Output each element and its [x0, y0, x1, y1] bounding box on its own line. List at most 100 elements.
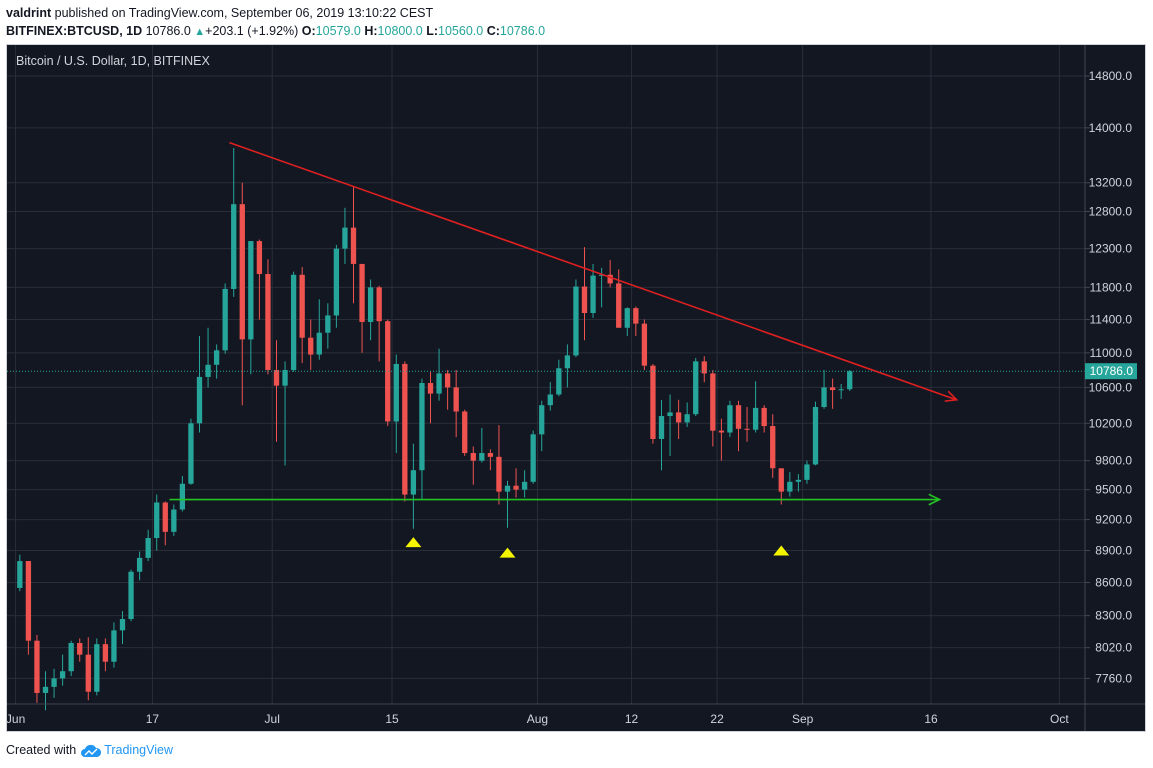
candle-body	[265, 274, 271, 370]
symbol-label[interactable]: BITFINEX:BTCUSD, 1D	[6, 24, 143, 38]
candle-body	[624, 308, 630, 328]
low-label: L:	[426, 24, 439, 38]
y-tick-label: 9800.0	[1095, 454, 1132, 468]
y-tick-label: 14800.0	[1089, 69, 1133, 83]
candle-body	[795, 479, 802, 482]
y-tick-label: 7760.0	[1095, 671, 1132, 685]
candle-body	[419, 383, 425, 471]
candle-body	[248, 241, 254, 340]
x-tick-label: Jul	[265, 712, 280, 726]
close-value: 10786.0	[499, 24, 546, 38]
candle-body	[282, 369, 288, 386]
candle-body	[359, 263, 365, 322]
candle-body	[590, 275, 596, 314]
candle-body	[444, 373, 451, 388]
candle-body	[59, 671, 66, 679]
x-tick-label: 12	[625, 712, 639, 726]
candle-body	[213, 350, 220, 365]
candle-body	[573, 286, 579, 356]
candle-body	[17, 561, 23, 588]
candle-body	[761, 407, 767, 427]
candle-body	[51, 678, 57, 687]
candle-body	[342, 227, 348, 249]
candle-body	[34, 640, 40, 693]
y-tick-label: 13200.0	[1089, 176, 1133, 190]
candle-body	[487, 453, 494, 457]
candle-body	[598, 274, 605, 276]
candle-body	[171, 509, 177, 532]
tradingview-cloud-icon	[81, 744, 102, 757]
candle-body	[641, 323, 648, 366]
open-value: 10579.0	[315, 24, 361, 38]
candle-body	[222, 288, 228, 351]
candle-body	[196, 376, 203, 424]
y-tick-label: 12800.0	[1089, 204, 1133, 218]
candle-body	[735, 405, 742, 429]
candle-body	[667, 412, 673, 417]
candle-body	[427, 383, 434, 394]
up-arrow-icon: ▲	[194, 26, 206, 38]
tradingview-brand[interactable]: TradingView	[104, 743, 173, 757]
candle-body	[273, 369, 280, 386]
candle-body	[547, 394, 553, 406]
candle-body	[479, 453, 485, 461]
candle-body	[727, 405, 733, 433]
candle-body	[385, 321, 391, 422]
candle-body	[367, 287, 374, 322]
candle-body	[410, 470, 417, 495]
x-tick-label: 15	[385, 712, 399, 726]
candle-body	[778, 468, 784, 492]
support-marker	[773, 545, 790, 556]
candle-body	[821, 387, 827, 407]
candle-body	[239, 204, 245, 340]
candle-body	[325, 315, 331, 333]
x-tick-label: Jun	[7, 712, 25, 726]
y-tick-label: 11800.0	[1090, 280, 1133, 294]
y-tick-label: 11000.0	[1090, 346, 1133, 360]
price-axis[interactable]: 7760.0 8020.0 8300.0 8600.0 8900.0 9200.0 9500…	[1085, 69, 1137, 685]
candle-body	[812, 406, 819, 465]
candle-body	[94, 644, 100, 692]
y-tick-label: 10600.0	[1089, 380, 1133, 394]
created-with-label: Created with	[6, 743, 77, 757]
candle-body	[530, 434, 536, 482]
x-tick-label: Oct	[1050, 712, 1069, 726]
x-tick-label: Sep	[792, 712, 814, 726]
candle-body	[188, 423, 194, 484]
candle-body	[308, 337, 314, 355]
footer: Created with TradingView	[6, 740, 173, 760]
trend-lines[interactable]	[7, 141, 1085, 506]
chart-header: valdrint published on TradingView.com, S…	[6, 4, 1146, 40]
y-tick-label: 8020.0	[1095, 641, 1132, 655]
candle-body	[102, 644, 109, 662]
candle-body	[453, 387, 459, 412]
candles	[17, 148, 853, 711]
author-name[interactable]: valdrint	[6, 6, 52, 20]
candle-body	[675, 412, 682, 423]
candle-body	[350, 227, 357, 264]
candle-body	[710, 373, 716, 431]
x-tick-label: Aug	[527, 712, 548, 726]
candle-body	[504, 485, 511, 492]
candle-body	[77, 643, 83, 655]
candle-body	[333, 248, 340, 316]
close-label: C:	[486, 24, 500, 38]
x-tick-label: 17	[146, 712, 160, 726]
candle-body	[470, 453, 476, 461]
candle-body	[231, 204, 237, 289]
candle-body	[462, 411, 468, 454]
grid-lines	[7, 45, 1085, 704]
support-marker	[405, 537, 422, 548]
last-price: 10786.0	[145, 24, 191, 38]
y-tick-label: 8300.0	[1095, 609, 1132, 623]
y-tick-label: 14000.0	[1089, 121, 1133, 135]
price-chart[interactable]: 7760.0 8020.0 8300.0 8600.0 8900.0 9200.0 9500…	[7, 45, 1145, 731]
candle-body	[847, 371, 853, 390]
candle-body	[290, 274, 297, 370]
time-axis[interactable]: Jun 17 Jul 15 Aug 12 22 Sep 16 Oct	[7, 712, 1069, 726]
high-value: 10800.0	[377, 24, 423, 38]
support-marker	[499, 547, 516, 558]
ohlc-line: BITFINEX:BTCUSD, 1D 10786.0 ▲+203.1 (+1.…	[6, 22, 1146, 40]
candle-body	[701, 361, 707, 374]
support-markers	[405, 537, 790, 558]
